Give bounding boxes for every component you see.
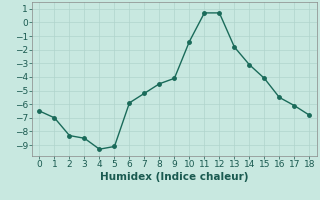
X-axis label: Humidex (Indice chaleur): Humidex (Indice chaleur) [100, 172, 249, 182]
